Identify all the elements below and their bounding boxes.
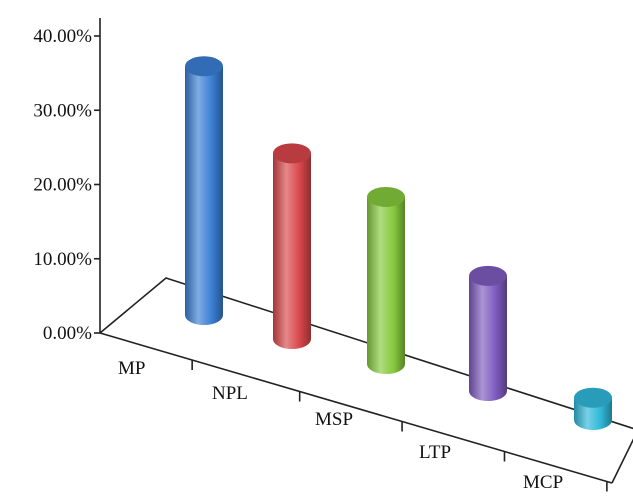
x-axis-line: [99, 332, 613, 484]
y-tick-label: 0.00%: [43, 323, 92, 344]
bar-npl: [273, 143, 311, 349]
x-axis-labels: MP NPL MSP LTP MCP: [118, 358, 608, 493]
y-tick-label: 20.00%: [33, 175, 92, 196]
bar-mcp: [574, 387, 612, 430]
floor-right-edge: [611, 438, 633, 484]
bar-body: [273, 153, 311, 349]
x-tick-label: MCP: [523, 472, 563, 493]
y-tick-label: 30.00%: [33, 100, 92, 121]
y-tick-label: 40.00%: [33, 26, 92, 47]
x-tick-label: LTP: [419, 442, 451, 463]
y-axis-ticks: 0.00% 10.00% 20.00% 30.00% 40.00%: [33, 26, 100, 344]
bar-mp: [185, 56, 223, 325]
bar-top: [273, 143, 311, 164]
bar-top: [185, 56, 223, 77]
bar-series: [185, 56, 612, 430]
floor-back-edge: [99, 277, 633, 430]
bar-body: [367, 196, 405, 374]
y-tick-label: 10.00%: [33, 249, 92, 270]
bar-top: [469, 265, 507, 286]
bar-msp: [367, 186, 405, 374]
bar-top: [574, 387, 612, 408]
x-tick-label: MP: [118, 358, 145, 379]
chart-axes: [99, 18, 633, 484]
x-tick-label: MSP: [315, 409, 353, 430]
bar-ltp: [469, 265, 507, 401]
bar-body: [185, 66, 223, 325]
bar-top: [367, 186, 405, 207]
x-tick-label: NPL: [212, 383, 248, 404]
bar-body: [469, 275, 507, 401]
